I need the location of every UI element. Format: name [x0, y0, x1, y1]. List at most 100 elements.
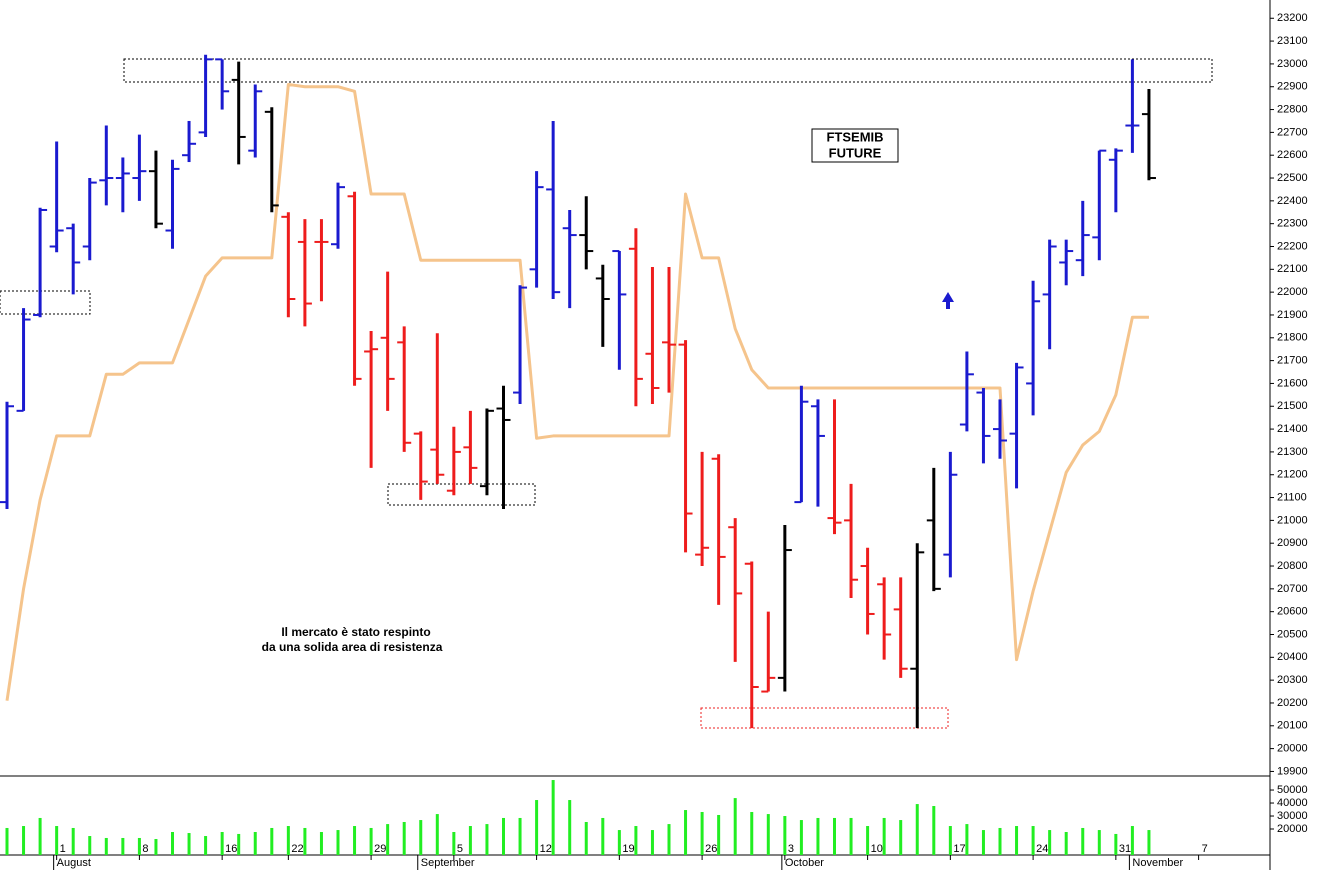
x-tick-label: 22 [291, 843, 303, 855]
volume-bar [733, 798, 737, 855]
volume-bar [981, 830, 985, 855]
x-tick-label: 17 [953, 843, 965, 855]
y-tick-label: 23000 [1277, 58, 1308, 70]
volume-bar [502, 817, 505, 855]
y-tick-label: 23100 [1277, 35, 1308, 47]
volume-bar [717, 814, 721, 855]
y-tick-label: 21700 [1277, 355, 1308, 367]
month-label: September [421, 857, 475, 869]
y-tick-label: 21800 [1277, 332, 1308, 344]
volume-bar [584, 821, 588, 855]
volume-bar [1081, 827, 1085, 855]
volume-bar [154, 839, 158, 855]
volume-bar [783, 816, 787, 855]
month-label: August [57, 857, 91, 869]
y-tick-label: 20600 [1277, 606, 1308, 618]
volume-bar [1048, 830, 1052, 855]
y-tick-label: 21000 [1277, 514, 1308, 526]
y-tick-label: 22700 [1277, 126, 1308, 138]
volume-bar [998, 827, 1002, 855]
volume-bar [369, 827, 373, 855]
volume-bar [601, 817, 605, 855]
volume-bar [1031, 826, 1035, 855]
volume-bar [1097, 830, 1101, 855]
y-tick-label: 20900 [1277, 537, 1308, 549]
volume-bar [237, 833, 241, 855]
plot [0, 54, 1156, 855]
y-tick-label: 19900 [1277, 765, 1308, 777]
volume-bar [468, 826, 472, 855]
volume-bar [634, 826, 638, 855]
y-tick-label: 20500 [1277, 628, 1308, 640]
month-label: November [1132, 857, 1183, 869]
y-tick-label: 21400 [1277, 423, 1308, 435]
x-tick-label: 5 [457, 843, 463, 855]
y-tick-label: 21500 [1277, 400, 1308, 412]
volume-bar [948, 826, 952, 855]
y-tick-label: 22100 [1277, 263, 1308, 275]
x-tick-label: 29 [374, 843, 386, 855]
y-tick-label: 20800 [1277, 560, 1308, 572]
volume-bar [137, 837, 141, 855]
x-tick-label: 1 [60, 843, 66, 855]
volume-bar [766, 814, 770, 855]
volume-bar [1064, 832, 1068, 855]
volume-bar [204, 836, 208, 855]
y-tick-label: 20700 [1277, 583, 1308, 595]
volume-bar [667, 824, 671, 855]
volume-bar [932, 806, 936, 855]
volume-bar [866, 826, 870, 855]
x-tick-label: 10 [871, 843, 883, 855]
volume-bar [551, 780, 555, 855]
volume-bar [965, 824, 969, 855]
resistance-box [123, 58, 1213, 83]
volume-bar [1130, 826, 1134, 855]
volume-bar [104, 837, 108, 855]
y-tick-label: 40000 [1277, 797, 1308, 809]
volume-bar [22, 826, 26, 855]
chart-title: FTSEMIB [826, 129, 883, 144]
x-tick-label: 19 [622, 843, 634, 855]
support-box [387, 483, 536, 506]
y-tick-label: 21600 [1277, 377, 1308, 389]
volume-bar [319, 832, 323, 855]
volume-bar [518, 817, 522, 855]
x-tick-label: 26 [705, 843, 717, 855]
x-tick-label: 8 [142, 843, 148, 855]
volume-bar [386, 824, 390, 855]
volume-bar [452, 832, 456, 855]
volume-bar [700, 811, 704, 855]
y-tick-label: 20200 [1277, 697, 1308, 709]
volume-bar [684, 810, 688, 855]
volume-bar [485, 824, 489, 855]
volume-bar [1147, 830, 1151, 855]
y-tick-label: 22400 [1277, 195, 1308, 207]
y-tick-label: 22200 [1277, 240, 1308, 252]
y-tick-label: 22300 [1277, 218, 1308, 230]
volume-bar [270, 827, 274, 855]
volume-bar [1015, 826, 1019, 855]
volume-bar [336, 830, 340, 855]
annotation: Il mercato è stato respinto [281, 625, 430, 639]
volume-bar [1114, 833, 1118, 855]
y-tick-label: 30000 [1277, 810, 1308, 822]
volume-bar [849, 817, 853, 855]
volume-bar [816, 817, 820, 855]
volume-bar [568, 800, 572, 855]
y-tick-label: 21100 [1277, 491, 1307, 503]
volume-bar [71, 827, 75, 855]
volume-bar [303, 827, 307, 855]
y-tick-label: 22600 [1277, 149, 1308, 161]
x-tick-label: 7 [1202, 843, 1208, 855]
title-box [811, 128, 899, 163]
volume-bar [882, 817, 886, 855]
y-tick-label: 23200 [1277, 12, 1308, 24]
volume-bar [253, 832, 257, 855]
volume-bar [899, 820, 903, 855]
volume-bar [88, 836, 92, 855]
x-tick-label: 12 [540, 843, 552, 855]
volume-bar [799, 820, 803, 855]
y-tick-label: 21300 [1277, 446, 1308, 458]
x-tick-label: 3 [788, 843, 794, 855]
volume-bar [435, 814, 439, 855]
